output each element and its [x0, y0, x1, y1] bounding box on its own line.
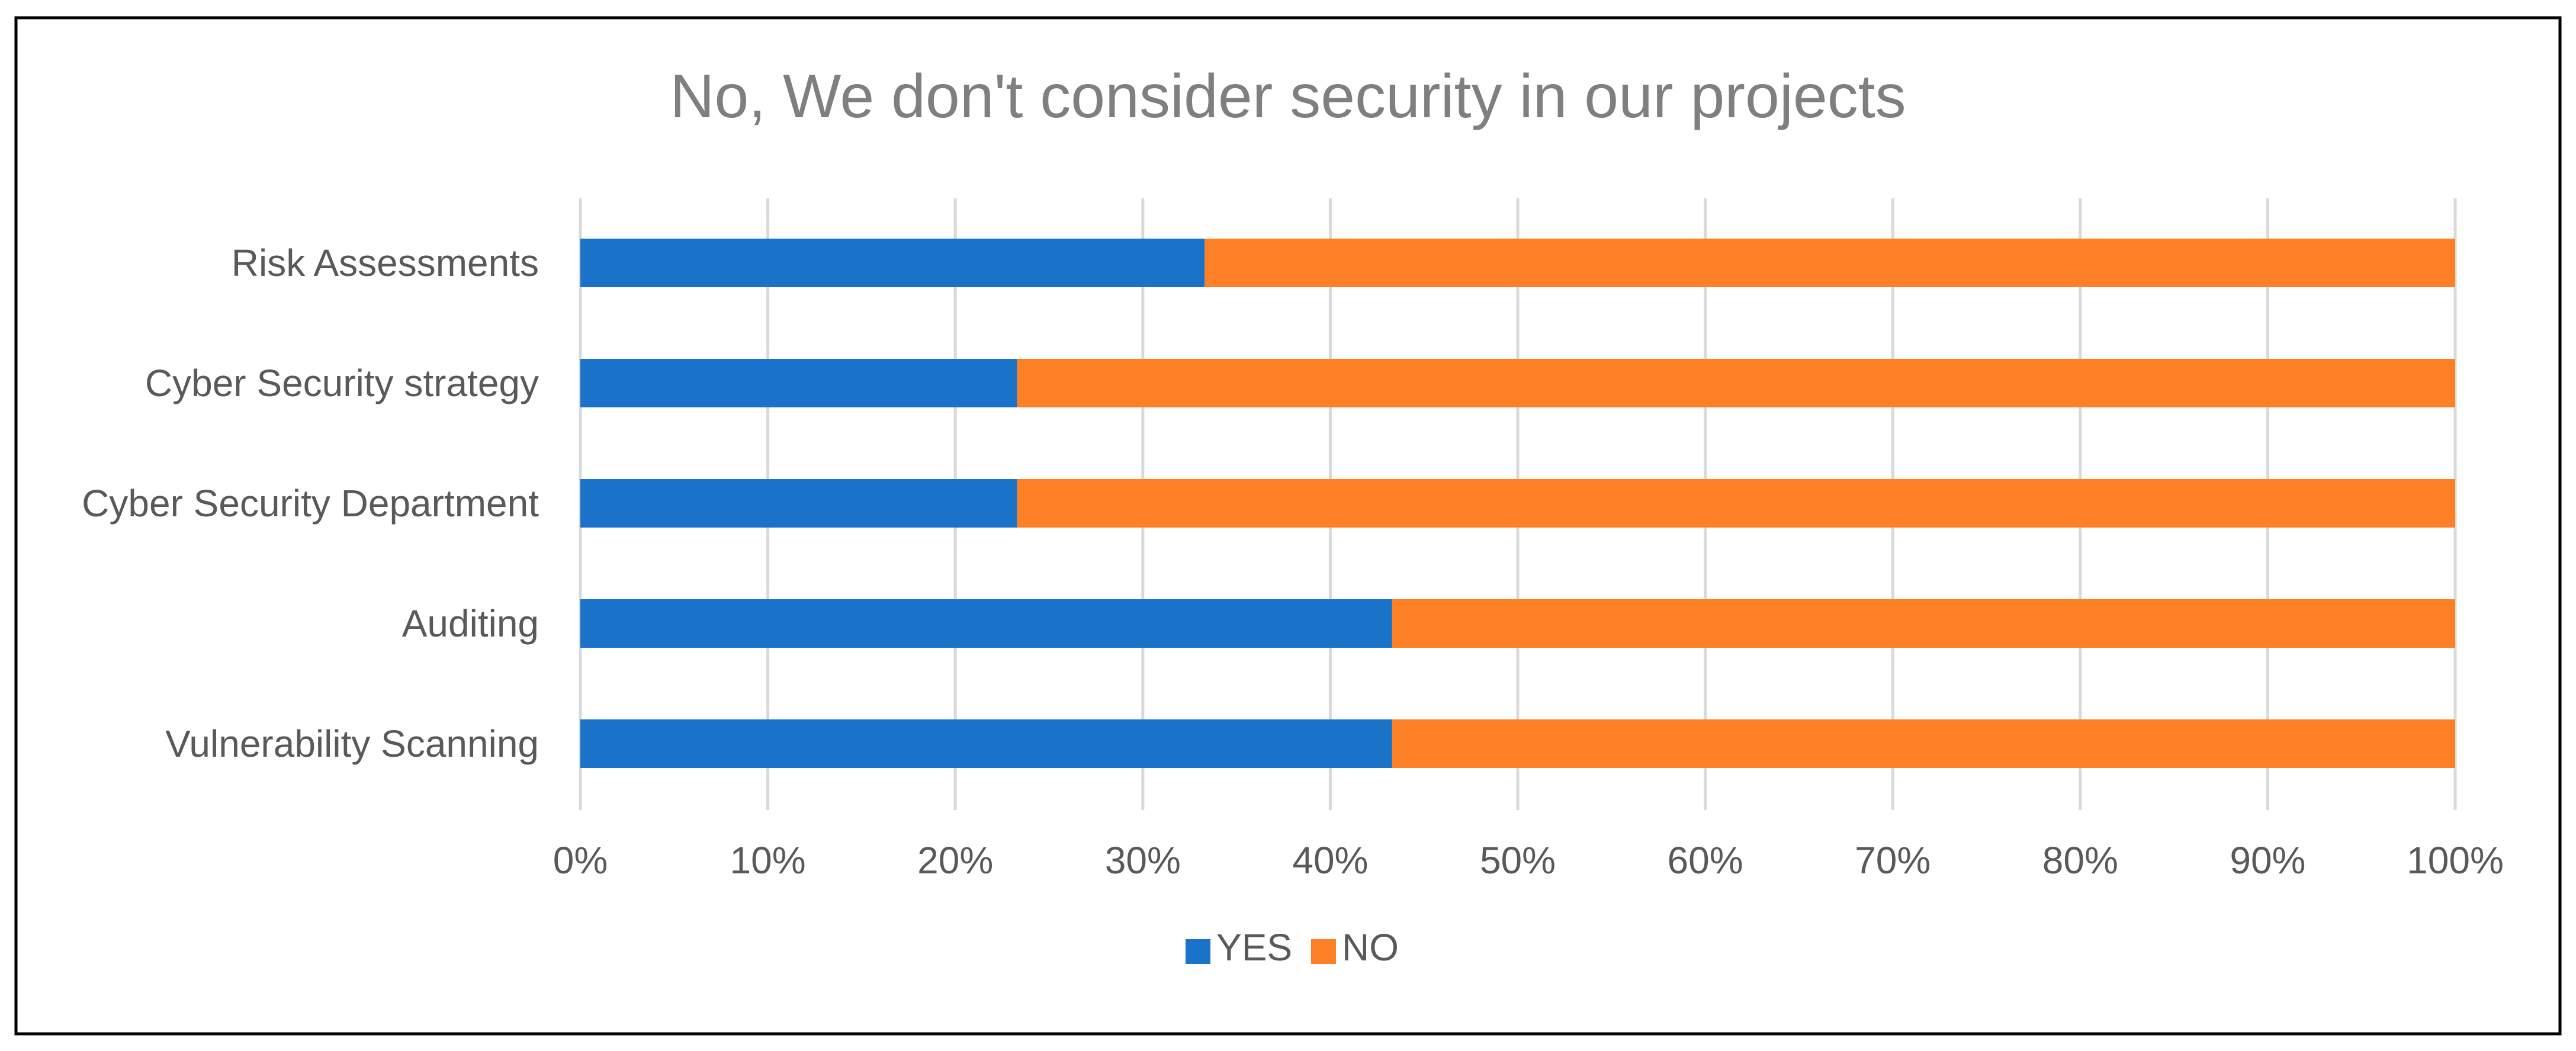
bar-no-4 — [1392, 719, 2455, 768]
bar-yes-4 — [580, 719, 1392, 768]
x-tick-label: 70% — [1855, 839, 1931, 882]
x-tick-label: 0% — [553, 839, 608, 882]
x-tick-label: 80% — [2042, 839, 2118, 882]
x-tick-label: 20% — [917, 839, 993, 882]
x-tick-label: 100% — [2407, 839, 2504, 882]
legend-swatch-no — [1311, 939, 1336, 964]
legend-label-no: NO — [1342, 926, 1399, 969]
bar-yes-1 — [580, 359, 1017, 407]
x-tick-label: 90% — [2230, 839, 2305, 882]
category-label: Cyber Security strategy — [145, 362, 539, 404]
bar-yes-0 — [580, 239, 1205, 287]
x-tick-label: 40% — [1292, 839, 1368, 882]
category-label: Risk Assessments — [232, 242, 539, 284]
bar-no-0 — [1205, 239, 2456, 287]
legend: YES NO — [1186, 926, 1399, 969]
x-axis-tick-labels: 0% 10% 20% 30% 40% 50% 60% 70% 80% 90% 100% — [553, 839, 2504, 882]
legend-label-yes: YES — [1216, 926, 1292, 969]
bar-no-1 — [1017, 359, 2455, 407]
x-tick-label: 30% — [1105, 839, 1181, 882]
category-label: Auditing — [402, 602, 539, 645]
category-labels: Risk Assessments Cyber Security strategy C… — [82, 242, 539, 765]
x-tick-label: 60% — [1668, 839, 1743, 882]
legend-swatch-yes — [1186, 939, 1210, 964]
bars — [580, 239, 2456, 768]
chart-title: No, We don't consider security in our pr… — [670, 62, 1906, 131]
x-tick-label: 10% — [730, 839, 806, 882]
x-tick-label: 50% — [1480, 839, 1556, 882]
bar-yes-3 — [580, 599, 1392, 648]
bar-no-2 — [1017, 479, 2455, 528]
bar-yes-2 — [580, 479, 1017, 528]
category-label: Cyber Security Department — [82, 482, 539, 525]
bar-no-3 — [1392, 599, 2455, 648]
category-label: Vulnerability Scanning — [165, 722, 539, 765]
